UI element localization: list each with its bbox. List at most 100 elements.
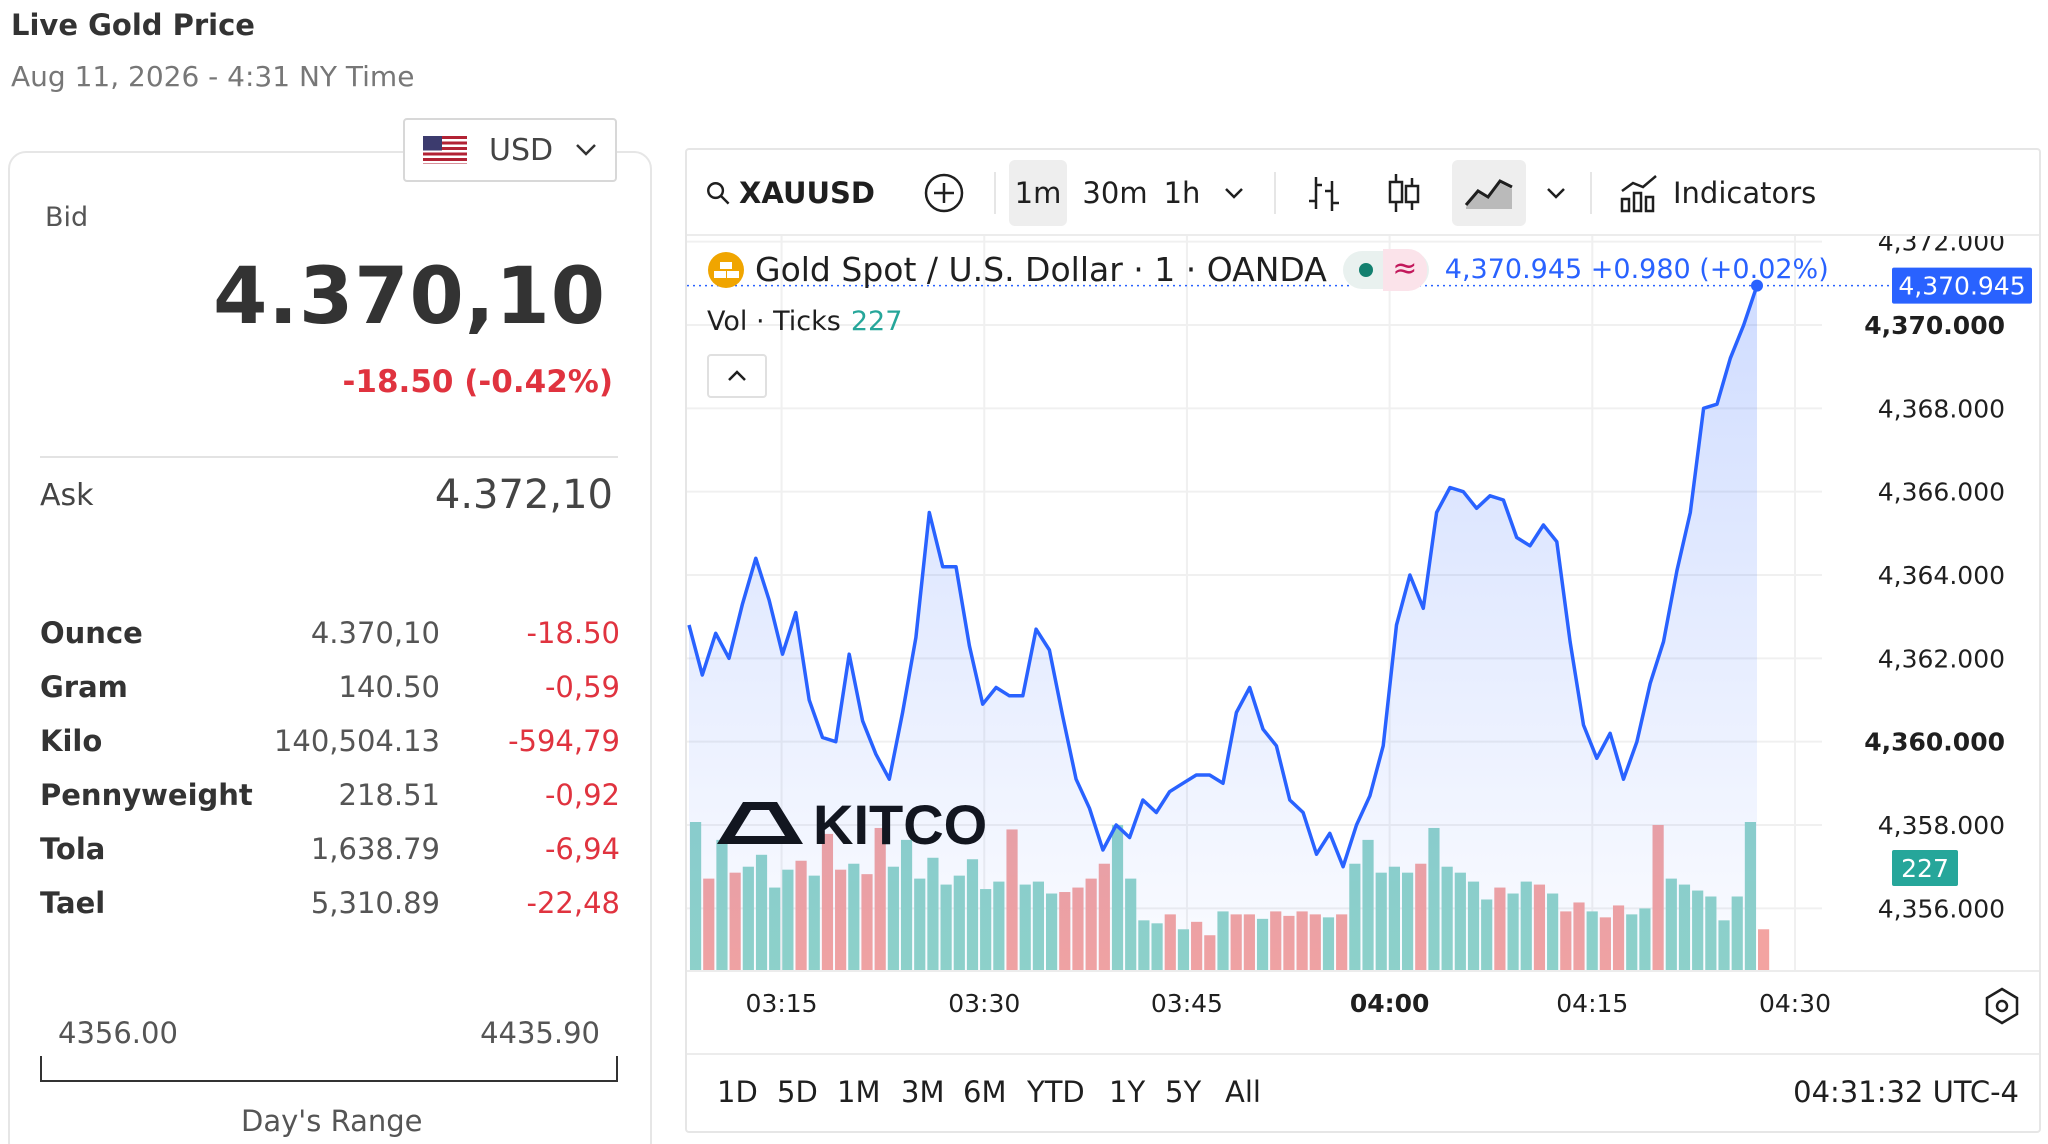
price-area [689,285,1757,972]
chart-toolbar: XAUUSD 1m 30m 1h [687,150,2039,236]
x-tick-label: 03:45 [1151,989,1223,1018]
toolbar-separator [1590,172,1592,214]
range-button-6m[interactable]: 6M [963,1075,1007,1109]
range-button-5y[interactable]: 5Y [1165,1075,1202,1109]
interval-30m[interactable]: 30m [1082,176,1148,210]
currency-select[interactable]: USD [403,118,617,182]
x-tick-label: 04:30 [1759,989,1831,1018]
wave-icon: ≈ [1382,248,1427,291]
page-title: Live Gold Price [11,8,255,42]
indicators-icon [1620,175,1657,213]
price-line [687,285,1759,869]
y-tick-label: 4,360.000 [1864,728,2005,757]
y-tick-label: 4,364.000 [1878,561,2005,590]
divider [40,456,618,458]
unit-row: Gram 140.50 -0,59 [40,670,620,710]
unit-price: 140,504.13 [273,724,440,758]
range-button-5d[interactable]: 5D [777,1075,818,1109]
settings-icon [1985,987,2019,1025]
unit-name: Pennyweight [40,778,253,812]
bar-style-button[interactable] [1295,160,1353,226]
last-price-badge [1892,267,2032,304]
unit-name: Tael [40,886,106,920]
us-flag-icon [423,136,467,164]
candlestick-icon [1388,174,1420,212]
x-tick-label: 03:15 [746,989,818,1018]
interval-1m[interactable]: 1m [1009,160,1067,226]
x-tick-label: 04:15 [1556,989,1628,1018]
unit-price: 218.51 [338,778,440,812]
quote-panel [8,151,652,1144]
chevron-down-icon [1225,188,1243,199]
chart-panel: XAUUSD 1m 30m 1h [685,148,2041,1133]
unit-change: -18.50 [526,616,621,650]
unit-name: Ounce [40,616,143,650]
unit-row: Tael 5,310.89 -22,48 [40,886,620,926]
currency-label: USD [489,132,554,168]
unit-change: -594,79 [508,724,620,758]
candle-style-button[interactable] [1375,160,1433,226]
y-tick-label: 4,358.000 [1878,811,2005,840]
last-price-label: 4,370.945 [1898,272,2025,301]
y-tick-label: 4,362.000 [1878,644,2005,673]
y-tick-label: 4,370.000 [1864,311,2005,340]
instrument-title: Gold Spot / U.S. Dollar · 1 · OANDA [755,250,1327,289]
interval-dropdown[interactable] [1215,160,1253,226]
unit-name: Tola [40,832,106,866]
gold-bars-icon [708,251,744,288]
market-status-pill[interactable]: ≈ [1342,248,1429,291]
range-button-3m[interactable]: 3M [901,1075,945,1109]
bid-label: Bid [45,202,89,233]
interval-1h[interactable]: 1h [1163,176,1201,210]
ask-label: Ask [40,478,94,513]
range-button-1m[interactable]: 1M [837,1075,881,1109]
unit-name: Gram [40,670,128,704]
market-open-dot [1358,262,1373,277]
day-range-low: 4356.00 [58,1016,178,1050]
ohlc-bars-icon [1309,177,1339,211]
indicators-button[interactable]: Indicators [1619,160,1829,226]
unit-row: Ounce 4.370,10 -18.50 [40,616,620,656]
toolbar-separator [994,172,996,214]
unit-change: -0,59 [544,670,620,704]
collapse-legend-button[interactable] [707,354,767,398]
chart-style-dropdown[interactable] [1536,160,1576,226]
unit-price: 4.370,10 [310,616,440,650]
range-button-1d[interactable]: 1D [717,1075,758,1109]
range-bar: 1D 5D 1M 3M 6M YTD 1Y 5Y All 04:31:32 UTC-4 [687,1053,2039,1133]
bid-price: 4.370,10 [213,252,606,342]
unit-name: Kilo [40,724,103,758]
range-button-all[interactable]: All [1225,1075,1261,1109]
ask-price: 4.372,10 [434,472,613,518]
chevron-down-icon [1547,188,1565,199]
chart-legend: Gold Spot / U.S. Dollar · 1 · OANDA ≈ 4,… [707,248,1829,291]
plus-circle-icon [924,173,964,213]
unit-price: 5,310.89 [310,886,440,920]
area-style-button[interactable] [1452,160,1526,226]
chevron-up-icon [728,370,746,381]
range-button-ytd[interactable]: YTD [1027,1075,1085,1109]
page-timestamp: Aug 11, 2026 - 4:31 NY Time [11,60,415,93]
y-tick-label: 4,368.000 [1878,394,2005,423]
volume-value: 227 [850,306,903,337]
chart-clock: 04:31:32 UTC-4 [1793,1075,2019,1109]
unit-row: Tola 1,638.79 -6,94 [40,832,620,872]
search-icon [707,182,730,205]
range-button-1y[interactable]: 1Y [1109,1075,1146,1109]
y-tick-label: 4,372.000 [1878,236,2005,257]
price-chart[interactable]: KITCO4,356.0004,358.0004,360.0004,362.00… [687,236,2039,1053]
toolbar-separator [1274,172,1276,214]
last-price-dot [1751,279,1763,292]
unit-change: -22,48 [526,886,621,920]
volume-bar [1758,929,1770,971]
unit-row: Kilo 140,504.13 -594,79 [40,724,620,764]
area-chart-icon [1464,179,1513,209]
settings-icon-center [1995,999,2009,1013]
symbol-search[interactable]: XAUUSD [705,160,875,226]
y-tick-label: 4,366.000 [1878,478,2005,507]
day-range-bar [40,1056,618,1082]
compare-button[interactable] [919,160,969,226]
unit-price: 1,638.79 [310,832,440,866]
unit-change: -6,94 [544,832,620,866]
day-range-high: 4435.90 [480,1016,600,1050]
